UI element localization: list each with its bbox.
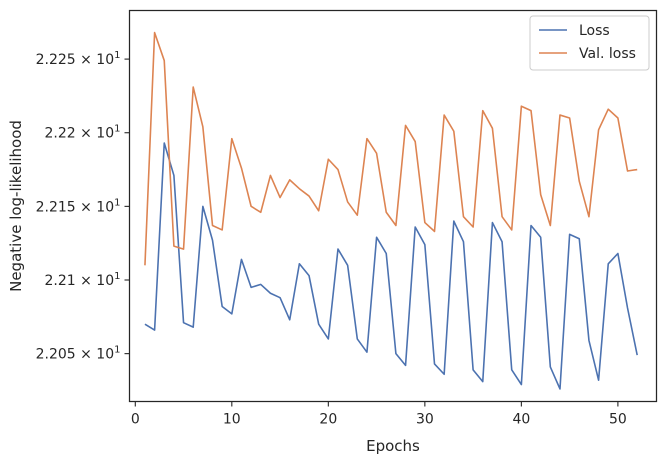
x-tick-label: 10 (223, 412, 241, 428)
legend: Loss Val. loss (529, 15, 650, 71)
x-tick-label: 0 (131, 412, 140, 428)
x-axis-ticks: 0 10 20 30 40 50 (131, 401, 627, 428)
x-tick-label: 30 (416, 412, 434, 428)
series-line-val-loss (144, 31, 638, 266)
y-tick-label: 2.22 × 101 (45, 124, 121, 142)
legend-label-loss: Loss (579, 23, 610, 39)
x-tick-label: 40 (512, 412, 530, 428)
y-tick-label: 2.215 × 101 (36, 197, 121, 215)
x-axis-label: Epochs (366, 437, 420, 455)
x-tick-label: 50 (609, 412, 627, 428)
x-tick-label: 20 (319, 412, 337, 428)
y-tick-label: 2.205 × 101 (36, 345, 121, 363)
plot-frame (128, 9, 658, 403)
y-axis-label: Negative log-likelihood (7, 120, 25, 292)
y-tick-label: 2.21 × 101 (45, 271, 121, 289)
y-axis-ticks: 2.205 × 101 2.21 × 101 2.215 × 101 2.22 × 1… (36, 50, 130, 363)
y-tick-label: 2.225 × 101 (36, 50, 121, 68)
series-layer (144, 31, 638, 390)
legend-label-val-loss: Val. loss (579, 46, 636, 62)
series-line-loss (144, 142, 638, 390)
plot-area (128, 9, 658, 403)
